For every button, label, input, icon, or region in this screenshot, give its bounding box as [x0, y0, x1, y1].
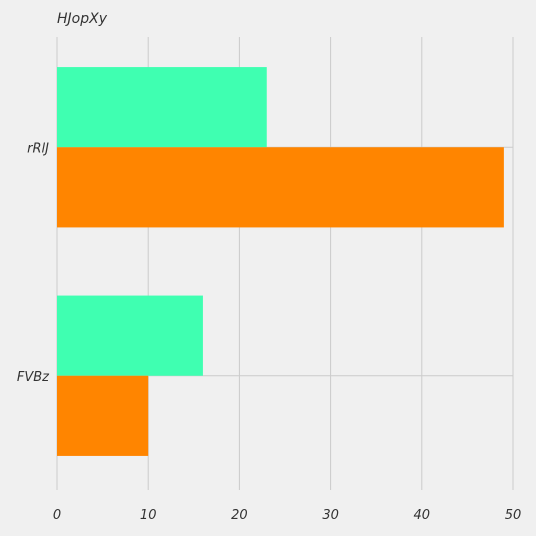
- x-tick-label: 40: [414, 508, 431, 523]
- x-tick-label: 30: [322, 508, 339, 523]
- bar-series-2-FVBz: [57, 375, 149, 456]
- bar-series-1-rRlJ: [57, 67, 267, 148]
- x-tick-label: 10: [140, 508, 157, 523]
- bar-series-2-rRlJ: [57, 147, 504, 228]
- y-axis-ticks: rRlJ FVBz: [17, 141, 50, 385]
- chart-title: HJopXy: [57, 11, 107, 27]
- bar-series-1-FVBz: [57, 295, 203, 376]
- x-tick-label: 0: [53, 508, 61, 523]
- y-tick-label: FVBz: [17, 370, 50, 385]
- x-axis-ticks: 0 10 20 30 40 50: [53, 508, 521, 523]
- y-tick-label: rRlJ: [27, 141, 49, 156]
- bars: [57, 67, 504, 456]
- x-tick-label: 20: [231, 508, 248, 523]
- x-tick-label: 50: [505, 508, 522, 523]
